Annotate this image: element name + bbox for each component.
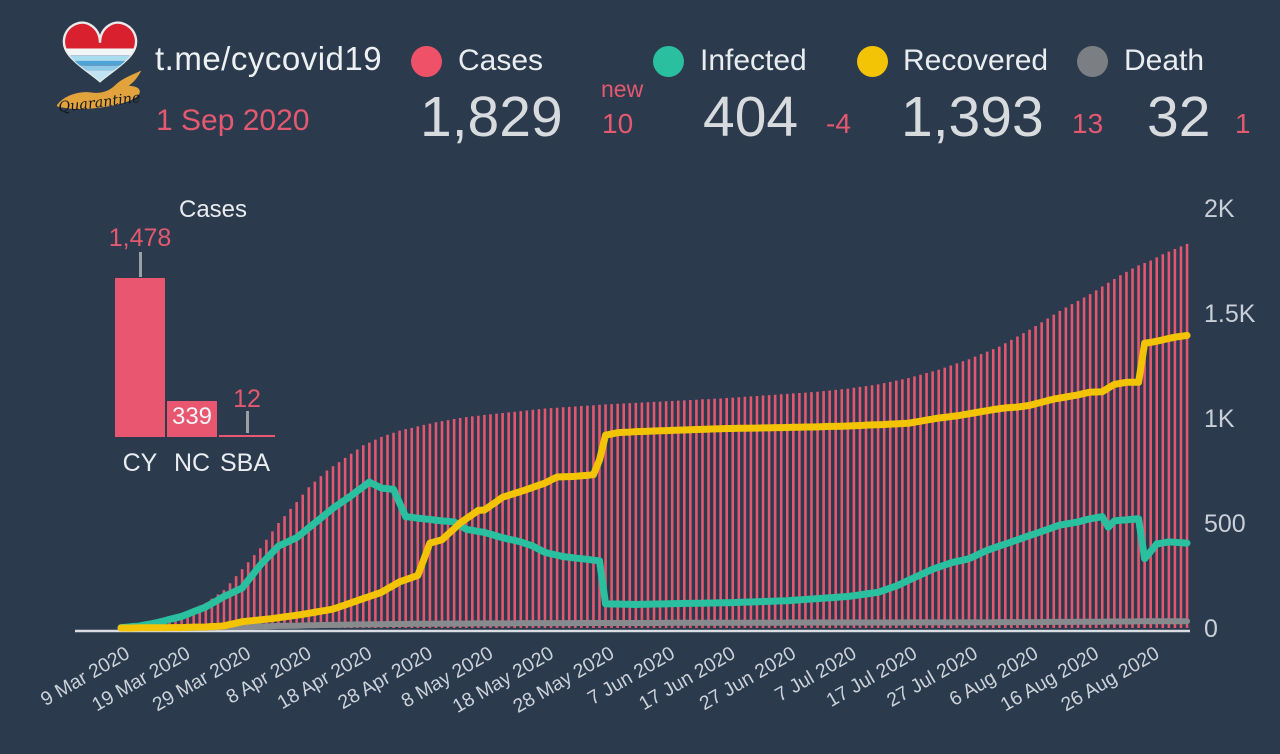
mini-connector-sba <box>246 411 249 433</box>
mini-bar-sba <box>219 434 275 437</box>
cases-delta: 10 <box>602 108 634 139</box>
infected-line <box>117 478 1191 632</box>
logo-graphic: Quarantine <box>56 21 142 116</box>
report-date: 1 Sep 2020 <box>156 104 310 137</box>
recovered-value: 1,393 <box>901 85 1044 149</box>
mini-bar-value-cy: 1,478 <box>108 224 172 252</box>
cyprus-island-icon <box>56 70 142 109</box>
recovered-delta: 13 <box>1072 108 1104 139</box>
recovered-label: Recovered <box>903 44 1049 77</box>
cases-value: 1,829 <box>420 85 563 149</box>
cases-legend-dot <box>411 46 442 77</box>
death-delta: 1 <box>1235 108 1251 139</box>
infected-label: Infected <box>700 44 807 77</box>
recovered-legend-dot <box>857 46 888 77</box>
cases-label: Cases <box>458 44 544 77</box>
death-label: Death <box>1124 44 1205 77</box>
heart-icon <box>62 21 138 83</box>
mini-bar-value-sba: 12 <box>233 385 261 413</box>
cases-bars <box>119 243 1189 628</box>
death-value: 32 <box>1147 85 1211 149</box>
y-tick-label: 0 <box>1204 615 1218 643</box>
infected-legend-dot <box>653 46 684 77</box>
mini-category-cy: CY <box>122 449 158 477</box>
mini-bar-cy <box>115 278 165 437</box>
logo-quarantine-cyprus: Quarantine <box>52 12 148 132</box>
mini-bar-nc <box>167 400 217 437</box>
mini-chart-title: Cases <box>179 196 248 223</box>
mini-category-nc: NC <box>173 449 211 477</box>
infected-value: 404 <box>703 85 799 149</box>
y-tick-label: 2K <box>1204 195 1235 223</box>
y-tick-label: 1K <box>1204 405 1235 433</box>
death-line <box>118 618 1191 631</box>
recovered-line <box>117 331 1191 632</box>
y-tick-label: 500 <box>1204 510 1246 538</box>
page-title: t.me/cycovid19 <box>155 40 383 77</box>
infected-delta: -4 <box>826 108 851 139</box>
mini-category-sba: SBA <box>219 449 271 477</box>
death-legend-dot <box>1077 46 1108 77</box>
mini-connector-cy <box>139 252 142 277</box>
cases-delta-label: new <box>601 76 644 102</box>
mini-bar-value-nc: 339 <box>171 403 213 430</box>
y-tick-label: 1.5K <box>1204 300 1256 328</box>
